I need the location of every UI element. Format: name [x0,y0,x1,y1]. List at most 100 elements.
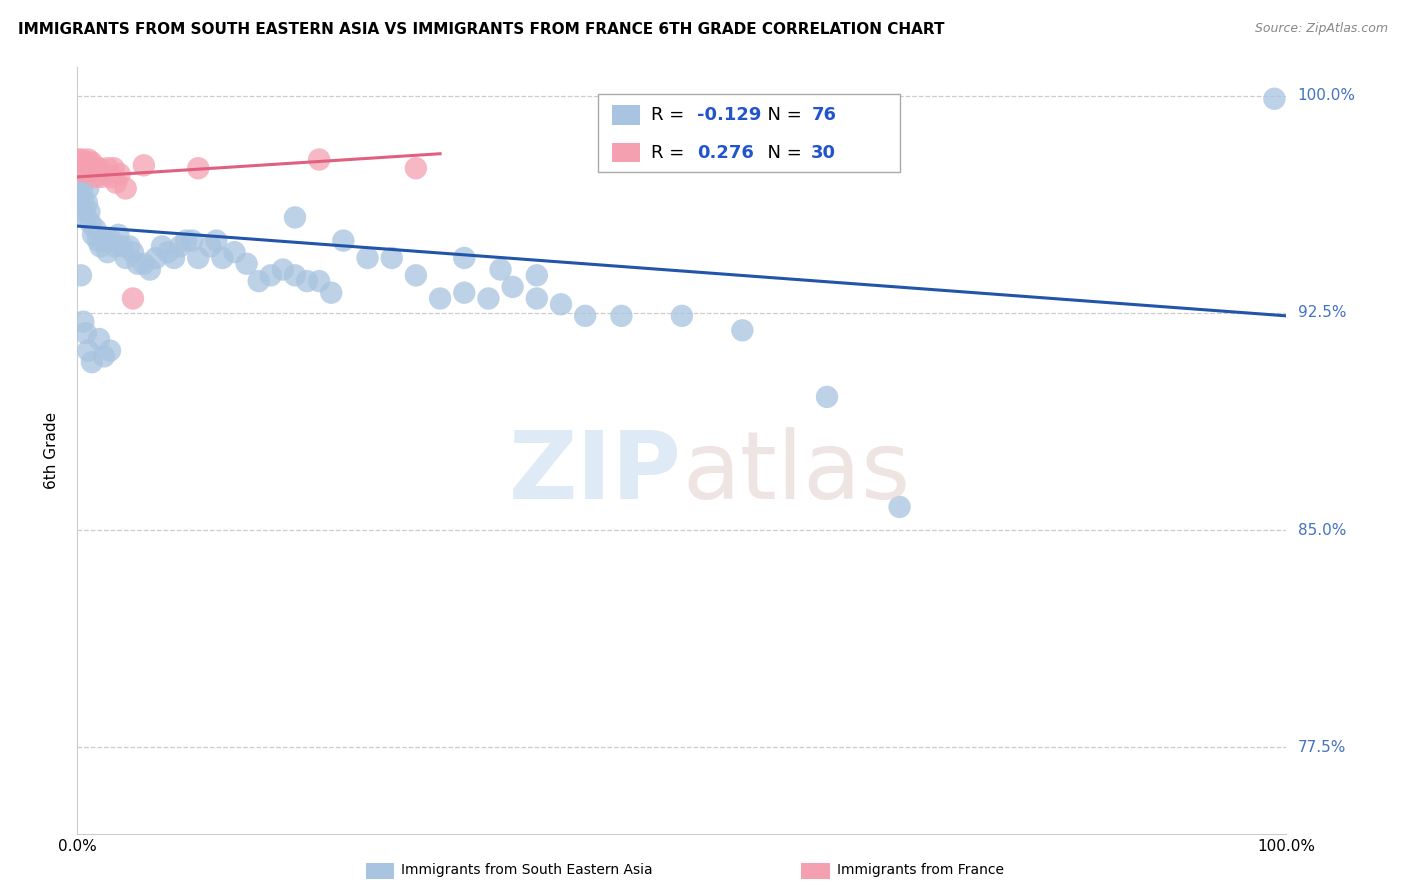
Point [200,239,222,253]
Text: Immigrants from South Eastern Asia: Immigrants from South Eastern Asia [401,863,652,877]
Point [84,222,107,236]
Point [429,292,451,306]
Point [174,234,197,248]
Point [80,155,103,169]
Point [356,251,378,265]
Text: 0.276: 0.276 [697,144,754,161]
Point [114,251,136,265]
Point [550,297,572,311]
Text: N =: N = [756,144,808,161]
Point [77,153,100,167]
Point [79,164,101,178]
Point [157,245,180,260]
Point [132,158,155,172]
Point [308,274,330,288]
Text: Source: ZipAtlas.com: Source: ZipAtlas.com [1254,22,1388,36]
Point [77,343,100,358]
Point [489,262,512,277]
Text: N =: N = [756,106,808,124]
Point [69,158,91,172]
Point [108,167,131,181]
Y-axis label: 6th Grade: 6th Grade [44,412,59,489]
Point [671,309,693,323]
Point [72,193,94,207]
Point [224,245,246,260]
Point [82,227,104,242]
Point [104,239,127,253]
Point [70,176,93,190]
Text: 76: 76 [811,106,837,124]
Point [76,155,98,169]
Point [889,500,911,514]
Point [100,234,122,248]
Point [247,274,270,288]
Point [181,234,204,248]
Point [107,227,129,242]
Point [574,309,596,323]
Point [127,257,149,271]
Text: atlas: atlas [682,427,910,519]
Point [84,169,107,184]
Point [79,204,101,219]
Point [70,181,93,195]
Point [93,234,115,248]
Point [295,274,318,288]
Point [67,187,90,202]
Point [453,251,475,265]
Point [73,158,96,172]
Point [93,167,115,181]
Point [67,153,90,167]
Point [79,216,101,230]
Point [72,164,94,178]
Point [100,169,122,184]
Point [118,239,141,253]
Point [308,153,330,167]
Point [132,257,155,271]
Point [103,161,125,176]
Point [98,343,121,358]
Point [169,239,191,253]
Point [405,161,427,176]
Point [211,251,233,265]
Point [87,332,110,346]
Point [86,161,108,176]
Text: ZIP: ZIP [509,427,682,519]
Point [477,292,499,306]
Point [77,181,100,195]
Point [187,251,209,265]
Point [150,239,173,253]
Point [89,239,111,253]
Point [731,323,754,337]
Point [96,245,118,260]
Text: 100.0%: 100.0% [1298,88,1355,103]
Text: Immigrants from France: Immigrants from France [837,863,1004,877]
Point [405,268,427,283]
Point [526,268,548,283]
Point [610,309,633,323]
Point [87,234,110,248]
Point [381,251,404,265]
Text: R =: R = [651,106,690,124]
Point [235,257,257,271]
Point [321,285,343,300]
Point [122,245,145,260]
Point [187,161,209,176]
Point [105,176,128,190]
Point [83,161,105,176]
Point [502,280,524,294]
Point [332,234,354,248]
Point [75,211,97,225]
Text: R =: R = [651,144,690,161]
Point [111,239,134,253]
Text: -0.129: -0.129 [697,106,762,124]
Point [205,234,228,248]
Point [70,268,93,283]
Point [284,211,307,225]
Point [163,251,186,265]
Point [271,262,294,277]
Text: 30: 30 [811,144,837,161]
Point [260,268,283,283]
Point [1263,92,1285,106]
Point [114,181,136,195]
Text: 85.0%: 85.0% [1298,523,1346,538]
